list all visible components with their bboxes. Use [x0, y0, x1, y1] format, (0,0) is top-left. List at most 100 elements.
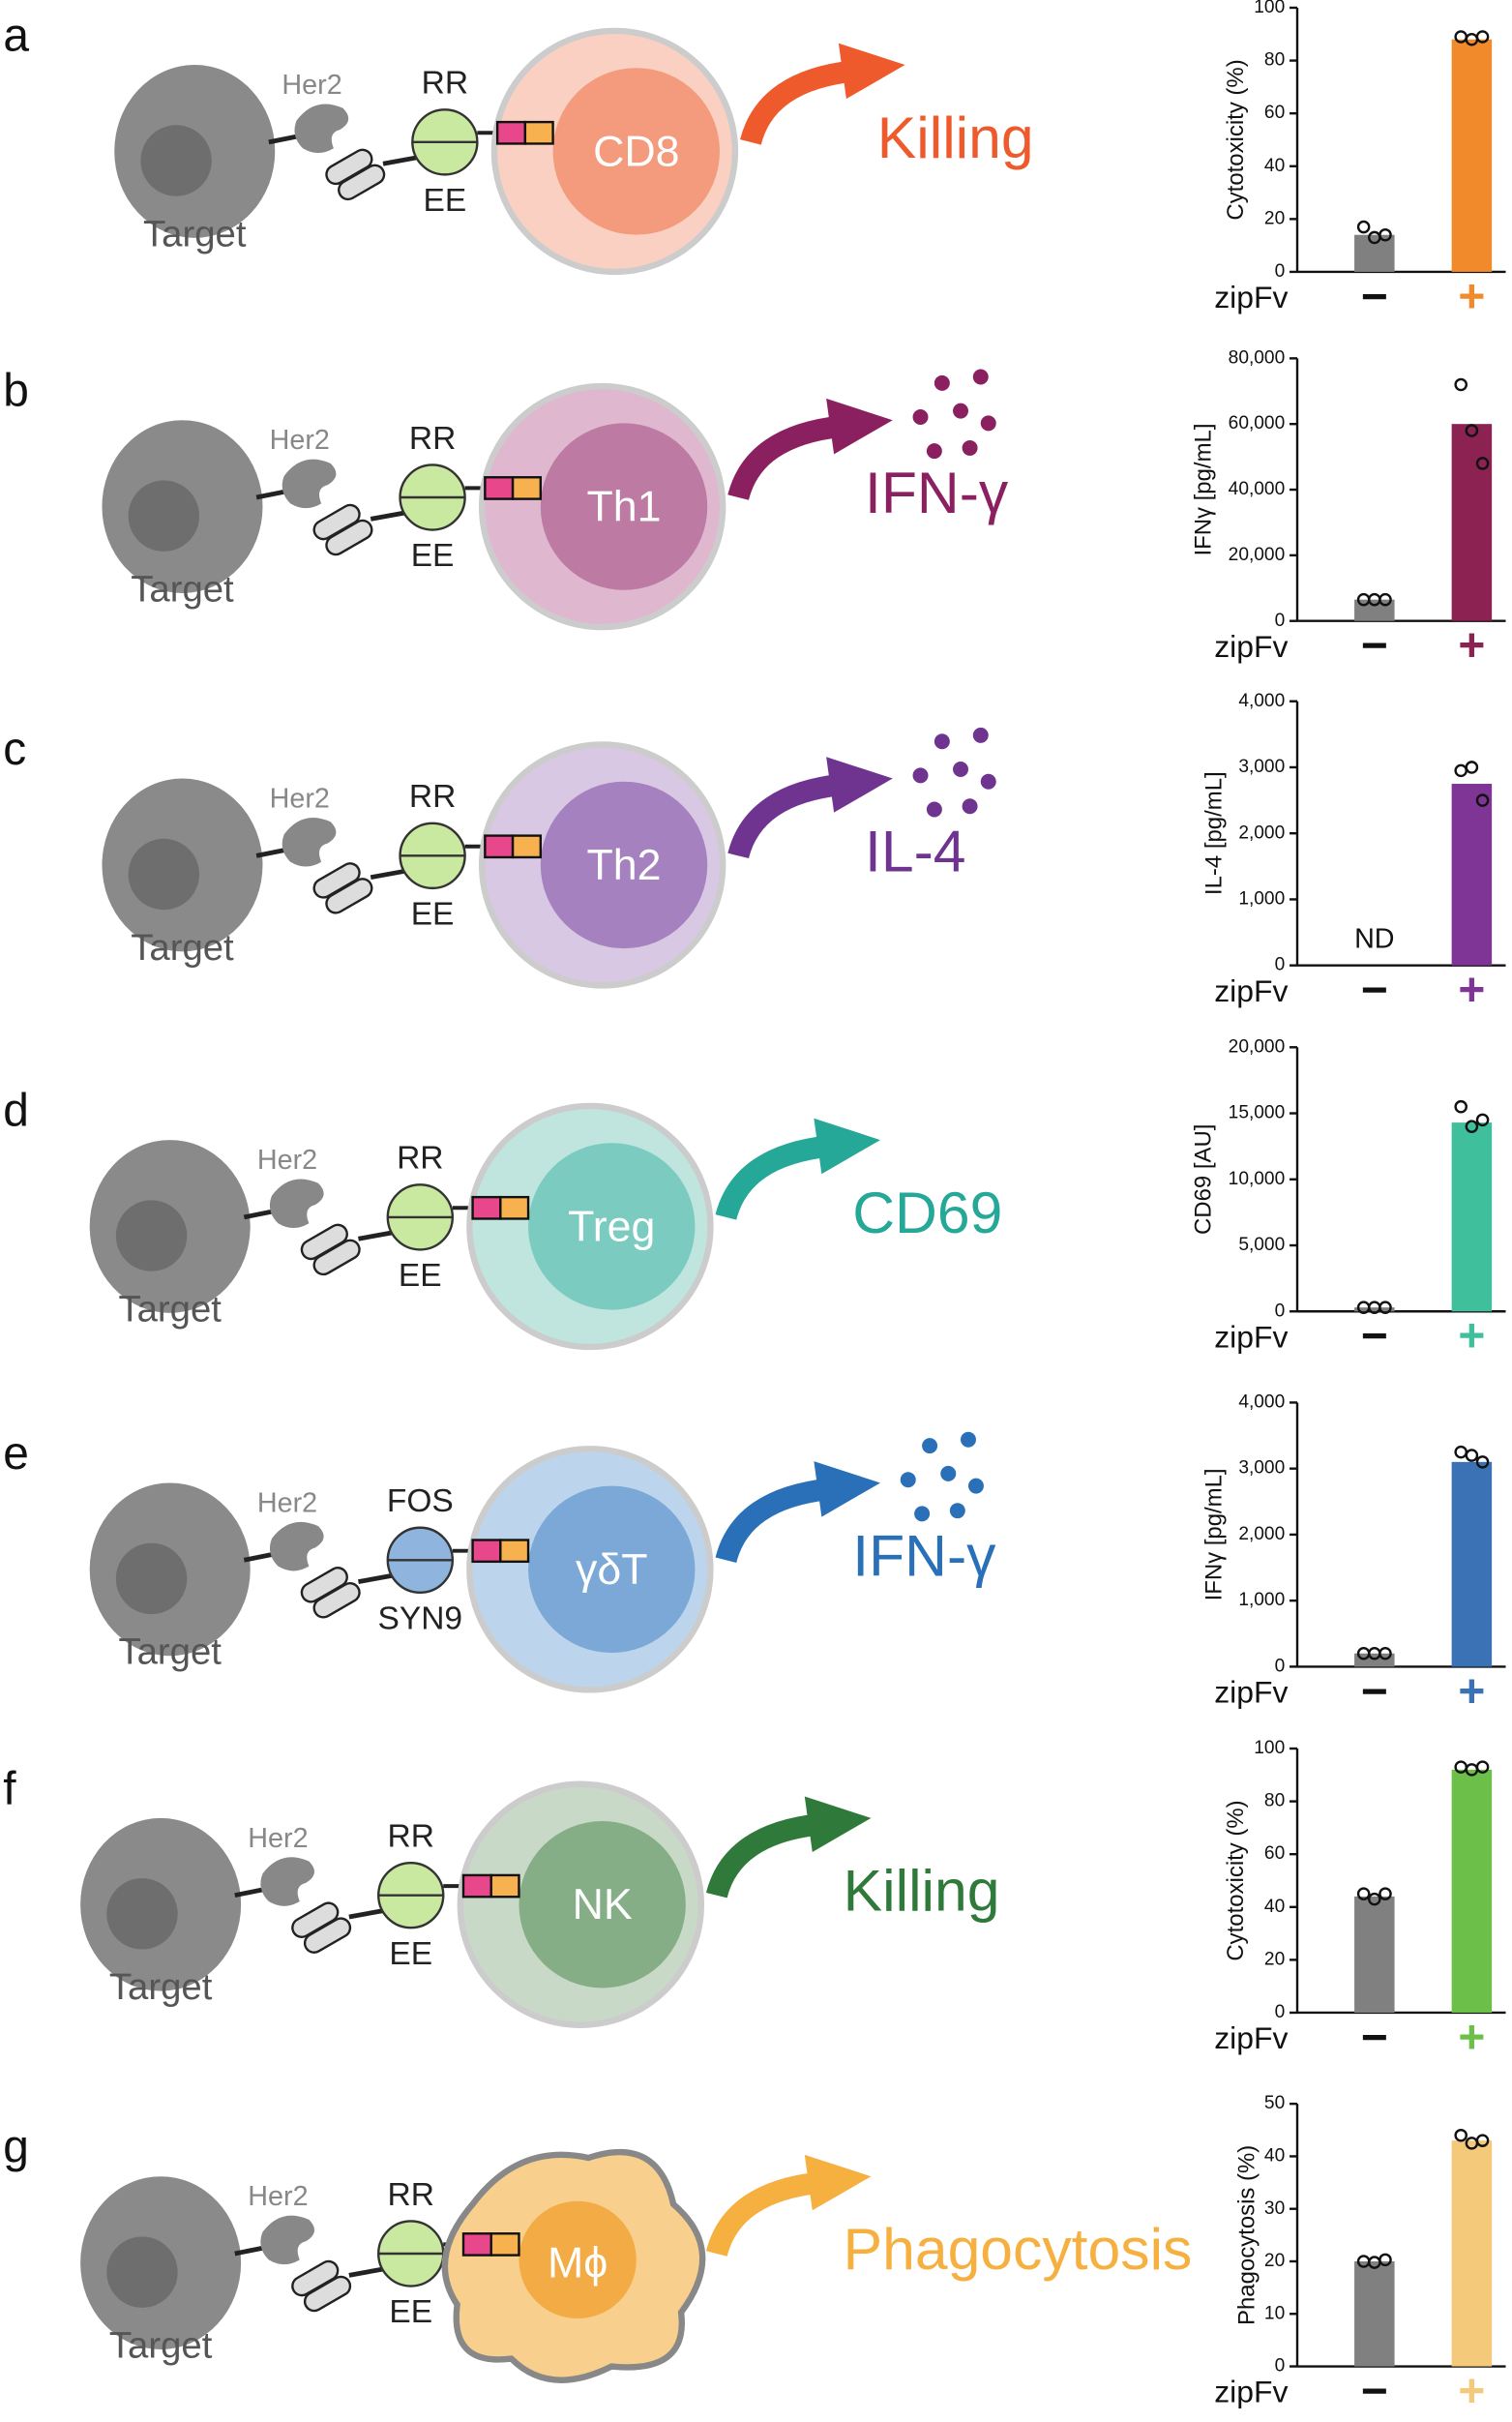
arrow [727, 773, 844, 859]
cell-label: Treg [568, 1203, 655, 1250]
y-axis-label: IFNγ [pg/mL] [1191, 424, 1217, 556]
arrow [740, 60, 856, 146]
y-tick-label: 15,000 [1229, 1103, 1286, 1123]
y-tick-label: 40 [1264, 1897, 1285, 1917]
cell-label: NK [573, 1881, 633, 1929]
output-label: Phagocytosis [844, 2216, 1193, 2282]
x-tick-label: − [1361, 620, 1388, 672]
y-tick-label: 1,000 [1238, 1590, 1285, 1610]
stalk [255, 847, 288, 858]
panel-letter: b [3, 366, 29, 417]
y-tick-label: 0 [1275, 611, 1286, 631]
y-axis-label: Cytotoxicity (%) [1223, 59, 1249, 220]
nucleus [519, 2200, 637, 2319]
arrow [705, 2171, 822, 2258]
y-axis-label: IFNγ [pg/mL] [1201, 1468, 1228, 1600]
y-tick-label: 60,000 [1229, 413, 1286, 434]
arrow [715, 1135, 831, 1221]
x-tick-label: − [1361, 1311, 1388, 1362]
arrow [705, 1813, 822, 1899]
panel-letter: d [3, 1086, 29, 1137]
antigen-label: Her2 [248, 2181, 308, 2212]
stalk [243, 1551, 276, 1563]
secretion-dot [980, 773, 996, 790]
y-axis-label: Phagocytosis (%) [1233, 2145, 1260, 2325]
stalk [243, 1209, 276, 1220]
signal-domain [523, 120, 554, 145]
signal-domain [461, 1873, 492, 1899]
bar [1451, 424, 1493, 621]
data-point [1465, 761, 1479, 774]
zipper-bottom-label: EE [423, 183, 466, 219]
linker [370, 510, 405, 522]
target-nucleus [106, 1878, 178, 1950]
x-tick-label: − [1361, 1666, 1388, 1718]
data-point [1379, 2253, 1392, 2267]
x-axis-label: zipFv [1214, 973, 1288, 1008]
target-label: Target [118, 1288, 222, 1330]
cell-label: Mϕ [548, 2240, 608, 2287]
target-nucleus [128, 480, 200, 552]
signal-domain [471, 1539, 502, 1564]
her2 [260, 2215, 315, 2265]
x-tick-label: + [1458, 1666, 1485, 1718]
nucleus [540, 423, 708, 590]
target-label: Target [109, 1966, 213, 2008]
x-axis-label: zipFv [1214, 280, 1288, 314]
secretion-dot [961, 1431, 976, 1448]
stalk [255, 489, 288, 500]
zipper-bottom-label: EE [389, 1936, 432, 1972]
panel-diagram: f Target Her2 RR EE NK Killing [3, 1763, 999, 2028]
y-tick-label: 60 [1264, 103, 1285, 123]
target-nucleus [128, 838, 200, 911]
nucleus [552, 68, 720, 235]
bar [1354, 2260, 1395, 2367]
panel-diagram: c Target Her2 RR EE Th2 IL-4 [3, 724, 996, 989]
zipper-bottom-label: SYN9 [378, 1600, 463, 1636]
antigen-label: Her2 [248, 1823, 308, 1854]
nucleus [519, 1821, 686, 1988]
y-tick-label: 4,000 [1238, 1392, 1285, 1413]
zipper-top-label: FOS [387, 1483, 454, 1519]
antigen-label: Her2 [257, 1145, 317, 1176]
y-axis-label: CD69 [AU] [1191, 1124, 1217, 1235]
arrow-head [826, 398, 893, 455]
panel-letter: e [3, 1428, 29, 1480]
secretion-dot [912, 767, 929, 784]
panel-diagram: b Target Her2 RR EE Th1 IFN-γ [3, 366, 1009, 631]
secretion-dot [962, 798, 978, 815]
bar [1451, 39, 1493, 272]
secretion-dot [926, 801, 942, 818]
secretion-dot [900, 1472, 916, 1488]
x-tick-label: + [1458, 965, 1485, 1016]
x-tick-label: + [1458, 271, 1485, 322]
signal-domain [489, 1873, 520, 1899]
antigen-label: Her2 [257, 1487, 317, 1518]
annotation: ND [1354, 924, 1394, 955]
y-tick-label: 40,000 [1229, 479, 1286, 499]
y-tick-label: 0 [1275, 2002, 1286, 2022]
target-nucleus [106, 2236, 178, 2308]
her2 [260, 1857, 315, 1906]
data-point [1379, 227, 1392, 242]
signal-domain [484, 834, 515, 859]
y-axis-label: Cytotoxicity (%) [1223, 1800, 1249, 1960]
data-point [1475, 1455, 1490, 1469]
y-tick-label: 0 [1275, 1301, 1286, 1321]
x-tick-label: − [1361, 965, 1388, 1016]
y-tick-label: 3,000 [1238, 757, 1285, 777]
data-point [1356, 220, 1371, 234]
x-tick-label: + [1458, 2012, 1485, 2063]
y-tick-label: 10,000 [1229, 1169, 1286, 1189]
data-point [1454, 763, 1468, 778]
nucleus [540, 781, 708, 949]
antigen-label: Her2 [282, 70, 341, 101]
zipper-top-label: RR [388, 2177, 434, 2213]
signal-domain [489, 2232, 520, 2257]
data-point [1475, 793, 1490, 807]
signal-domain [471, 1195, 502, 1220]
y-tick-label: 0 [1275, 1656, 1286, 1676]
output-label: IFN-γ [865, 460, 1009, 525]
